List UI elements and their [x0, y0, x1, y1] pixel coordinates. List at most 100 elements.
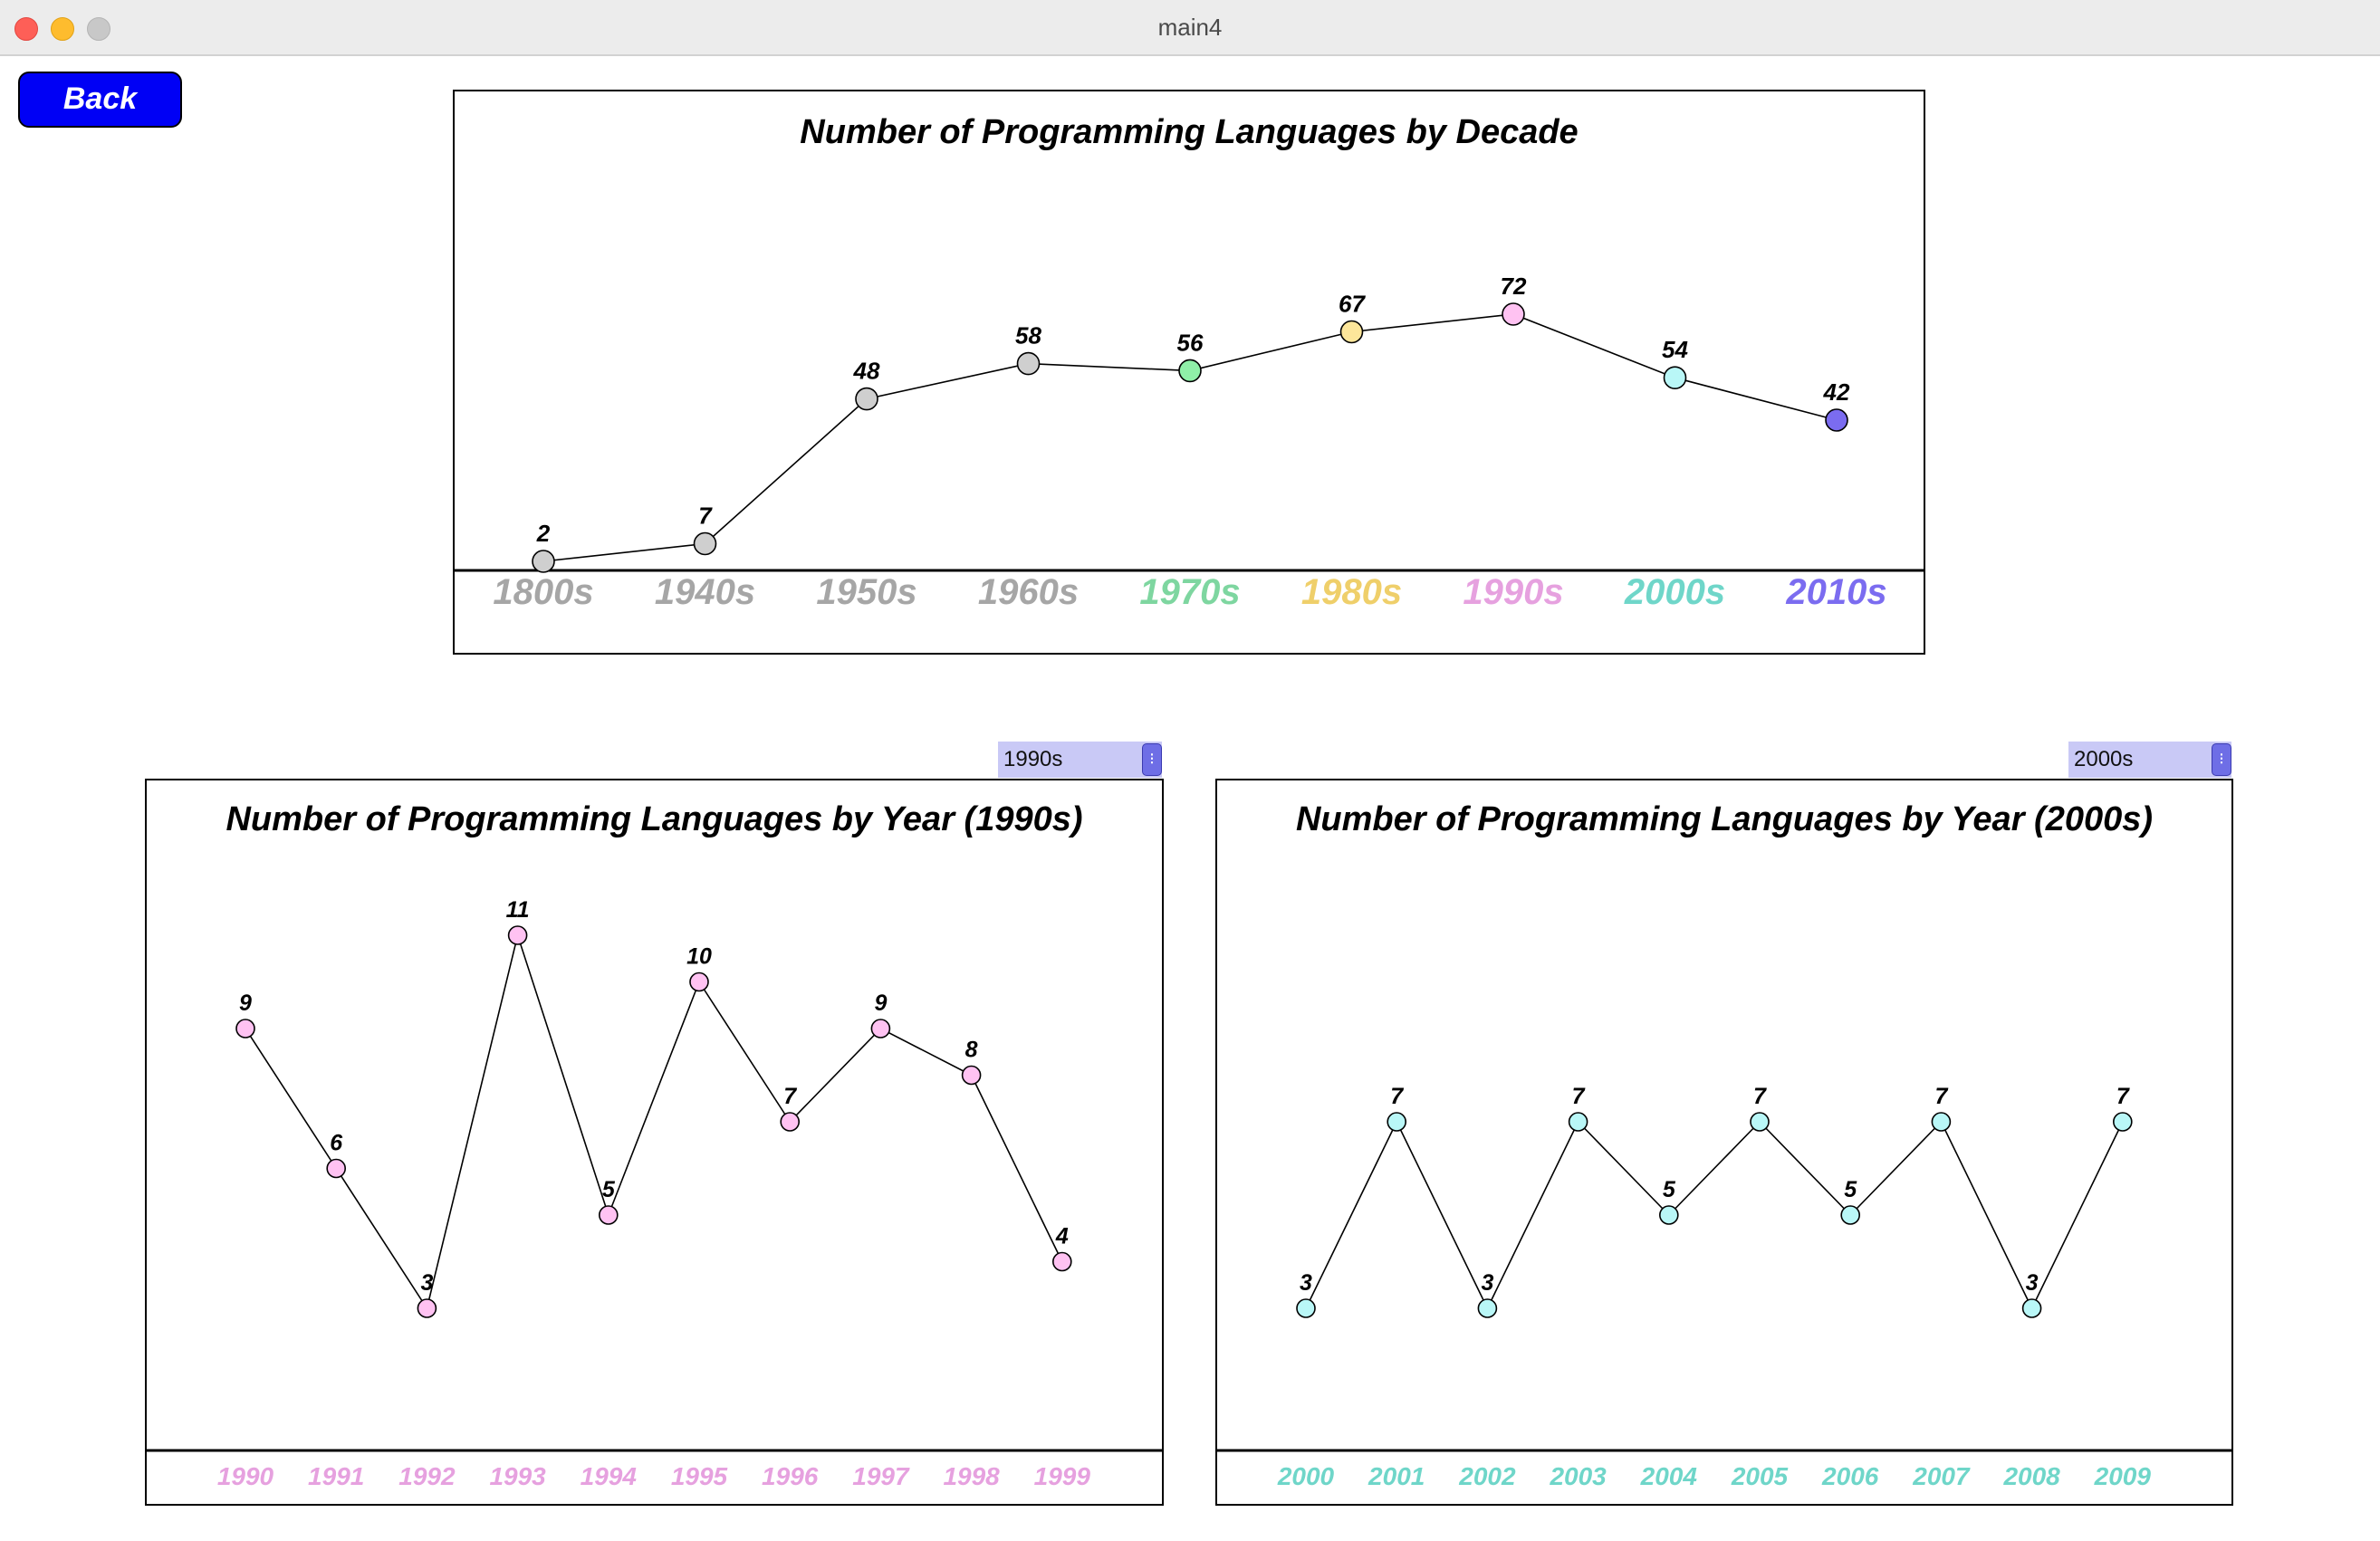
data-label: 7 [1934, 1084, 1948, 1109]
data-point [1825, 408, 1848, 432]
data-point [1840, 1205, 1861, 1225]
data-point [961, 1065, 982, 1086]
tick-label: 2006 [1821, 1462, 1879, 1490]
data-label: 7 [698, 502, 713, 530]
tick-label: 1990 [217, 1462, 274, 1490]
selector-arrows-icon[interactable]: ⁝ [1142, 743, 1162, 776]
title-bar: main4 [0, 0, 2380, 56]
data-label: 5 [1844, 1177, 1857, 1202]
data-label: 58 [1015, 322, 1041, 349]
data-point [532, 550, 555, 573]
data-point [1477, 1298, 1498, 1318]
data-point [1296, 1298, 1316, 1318]
data-label: 42 [1823, 378, 1850, 406]
tick-label: 1993 [489, 1462, 546, 1490]
data-label: 6 [330, 1131, 343, 1156]
data-point [855, 387, 878, 411]
data-label: 10 [686, 944, 712, 970]
data-point [693, 531, 717, 556]
tick-label: 1994 [581, 1462, 638, 1490]
tick-label: 2002 [1458, 1462, 1516, 1490]
data-point [1051, 1251, 1072, 1272]
right-decade-selector-value: 2000s [2074, 747, 2134, 771]
data-label: 56 [1177, 329, 1204, 356]
year-line-chart-2000s: Number of Programming Languages by Year … [1215, 779, 2233, 1506]
tick-label: 2005 [1731, 1462, 1789, 1490]
tick-label: 1960s [978, 572, 1079, 612]
data-point [1658, 1205, 1679, 1225]
series-line [1305, 1120, 2124, 1310]
tick-label: 2003 [1549, 1462, 1607, 1490]
data-point [1502, 302, 1525, 326]
data-point [598, 1205, 619, 1225]
tick-label: 1800s [493, 572, 593, 612]
data-point [2021, 1298, 2042, 1318]
data-point [1339, 320, 1364, 344]
tick-label: 1999 [1034, 1462, 1091, 1490]
tick-label: 1992 [398, 1462, 456, 1490]
data-point [417, 1298, 437, 1318]
data-label: 3 [2026, 1270, 2039, 1296]
data-label: 2 [536, 520, 551, 547]
data-point [1750, 1112, 1770, 1132]
data-label: 3 [1300, 1270, 1312, 1296]
decade-line-chart: Number of Programming Languages by Decad… [453, 90, 1925, 655]
data-label: 3 [1481, 1270, 1493, 1296]
right-decade-selector[interactable]: 2000s ⁝ [2068, 742, 2231, 778]
tick-label: 2004 [1640, 1462, 1698, 1490]
data-point [2112, 1112, 2133, 1132]
tick-label: 2007 [1912, 1462, 1971, 1490]
tick-label: 2000 [1277, 1462, 1335, 1490]
chart-title: Number of Programming Languages by Year … [226, 800, 1082, 838]
tick-label: 2000s [1624, 572, 1725, 612]
chart-frame [145, 779, 1164, 1506]
left-decade-selector[interactable]: 1990s ⁝ [998, 742, 1162, 778]
data-point [1568, 1112, 1588, 1132]
data-label: 3 [420, 1270, 433, 1296]
data-label: 7 [1572, 1084, 1586, 1109]
data-label: 9 [874, 991, 887, 1016]
selector-arrows-icon[interactable]: ⁝ [2212, 743, 2231, 776]
tick-label: 1980s [1301, 572, 1402, 612]
data-label: 7 [2116, 1084, 2130, 1109]
tick-label: 1950s [816, 572, 916, 612]
data-point [1178, 359, 1202, 383]
tick-label: 1997 [852, 1462, 910, 1490]
data-label: 11 [506, 897, 530, 923]
data-point [326, 1158, 346, 1179]
data-point [1663, 366, 1687, 390]
data-point [870, 1019, 891, 1038]
chart-title: Number of Programming Languages by Year … [1296, 800, 2153, 838]
data-point [235, 1019, 255, 1038]
data-point [1387, 1112, 1406, 1132]
tick-label: 1970s [1139, 572, 1240, 612]
back-button[interactable]: Back [18, 72, 182, 128]
tick-label: 2010s [1785, 572, 1886, 612]
data-label: 8 [965, 1038, 978, 1063]
tick-label: 1940s [655, 572, 755, 612]
tick-label: 2001 [1368, 1462, 1425, 1490]
tick-label: 1996 [762, 1462, 819, 1490]
data-point [1931, 1112, 1952, 1132]
data-label: 48 [853, 358, 880, 385]
data-point [689, 972, 709, 992]
chart-title: Number of Programming Languages by Decad… [800, 113, 1578, 151]
data-label: 5 [602, 1177, 616, 1202]
chart-frame [1215, 779, 2233, 1506]
data-label: 72 [1501, 273, 1527, 300]
tick-label: 1995 [671, 1462, 728, 1490]
data-label: 9 [239, 991, 252, 1016]
series-line [245, 933, 1063, 1310]
zoom-window-button[interactable] [87, 17, 110, 41]
year-line-chart-1990s: Number of Programming Languages by Year … [145, 779, 1164, 1506]
data-label: 7 [1753, 1084, 1767, 1109]
data-label: 7 [783, 1084, 797, 1109]
tick-label: 1990s [1463, 572, 1563, 612]
window-title: main4 [1157, 14, 1223, 41]
tick-label: 1998 [943, 1462, 1000, 1490]
data-label: 4 [1055, 1224, 1069, 1249]
data-point [780, 1112, 801, 1132]
minimize-window-button[interactable] [51, 17, 74, 41]
close-window-button[interactable] [14, 17, 38, 41]
